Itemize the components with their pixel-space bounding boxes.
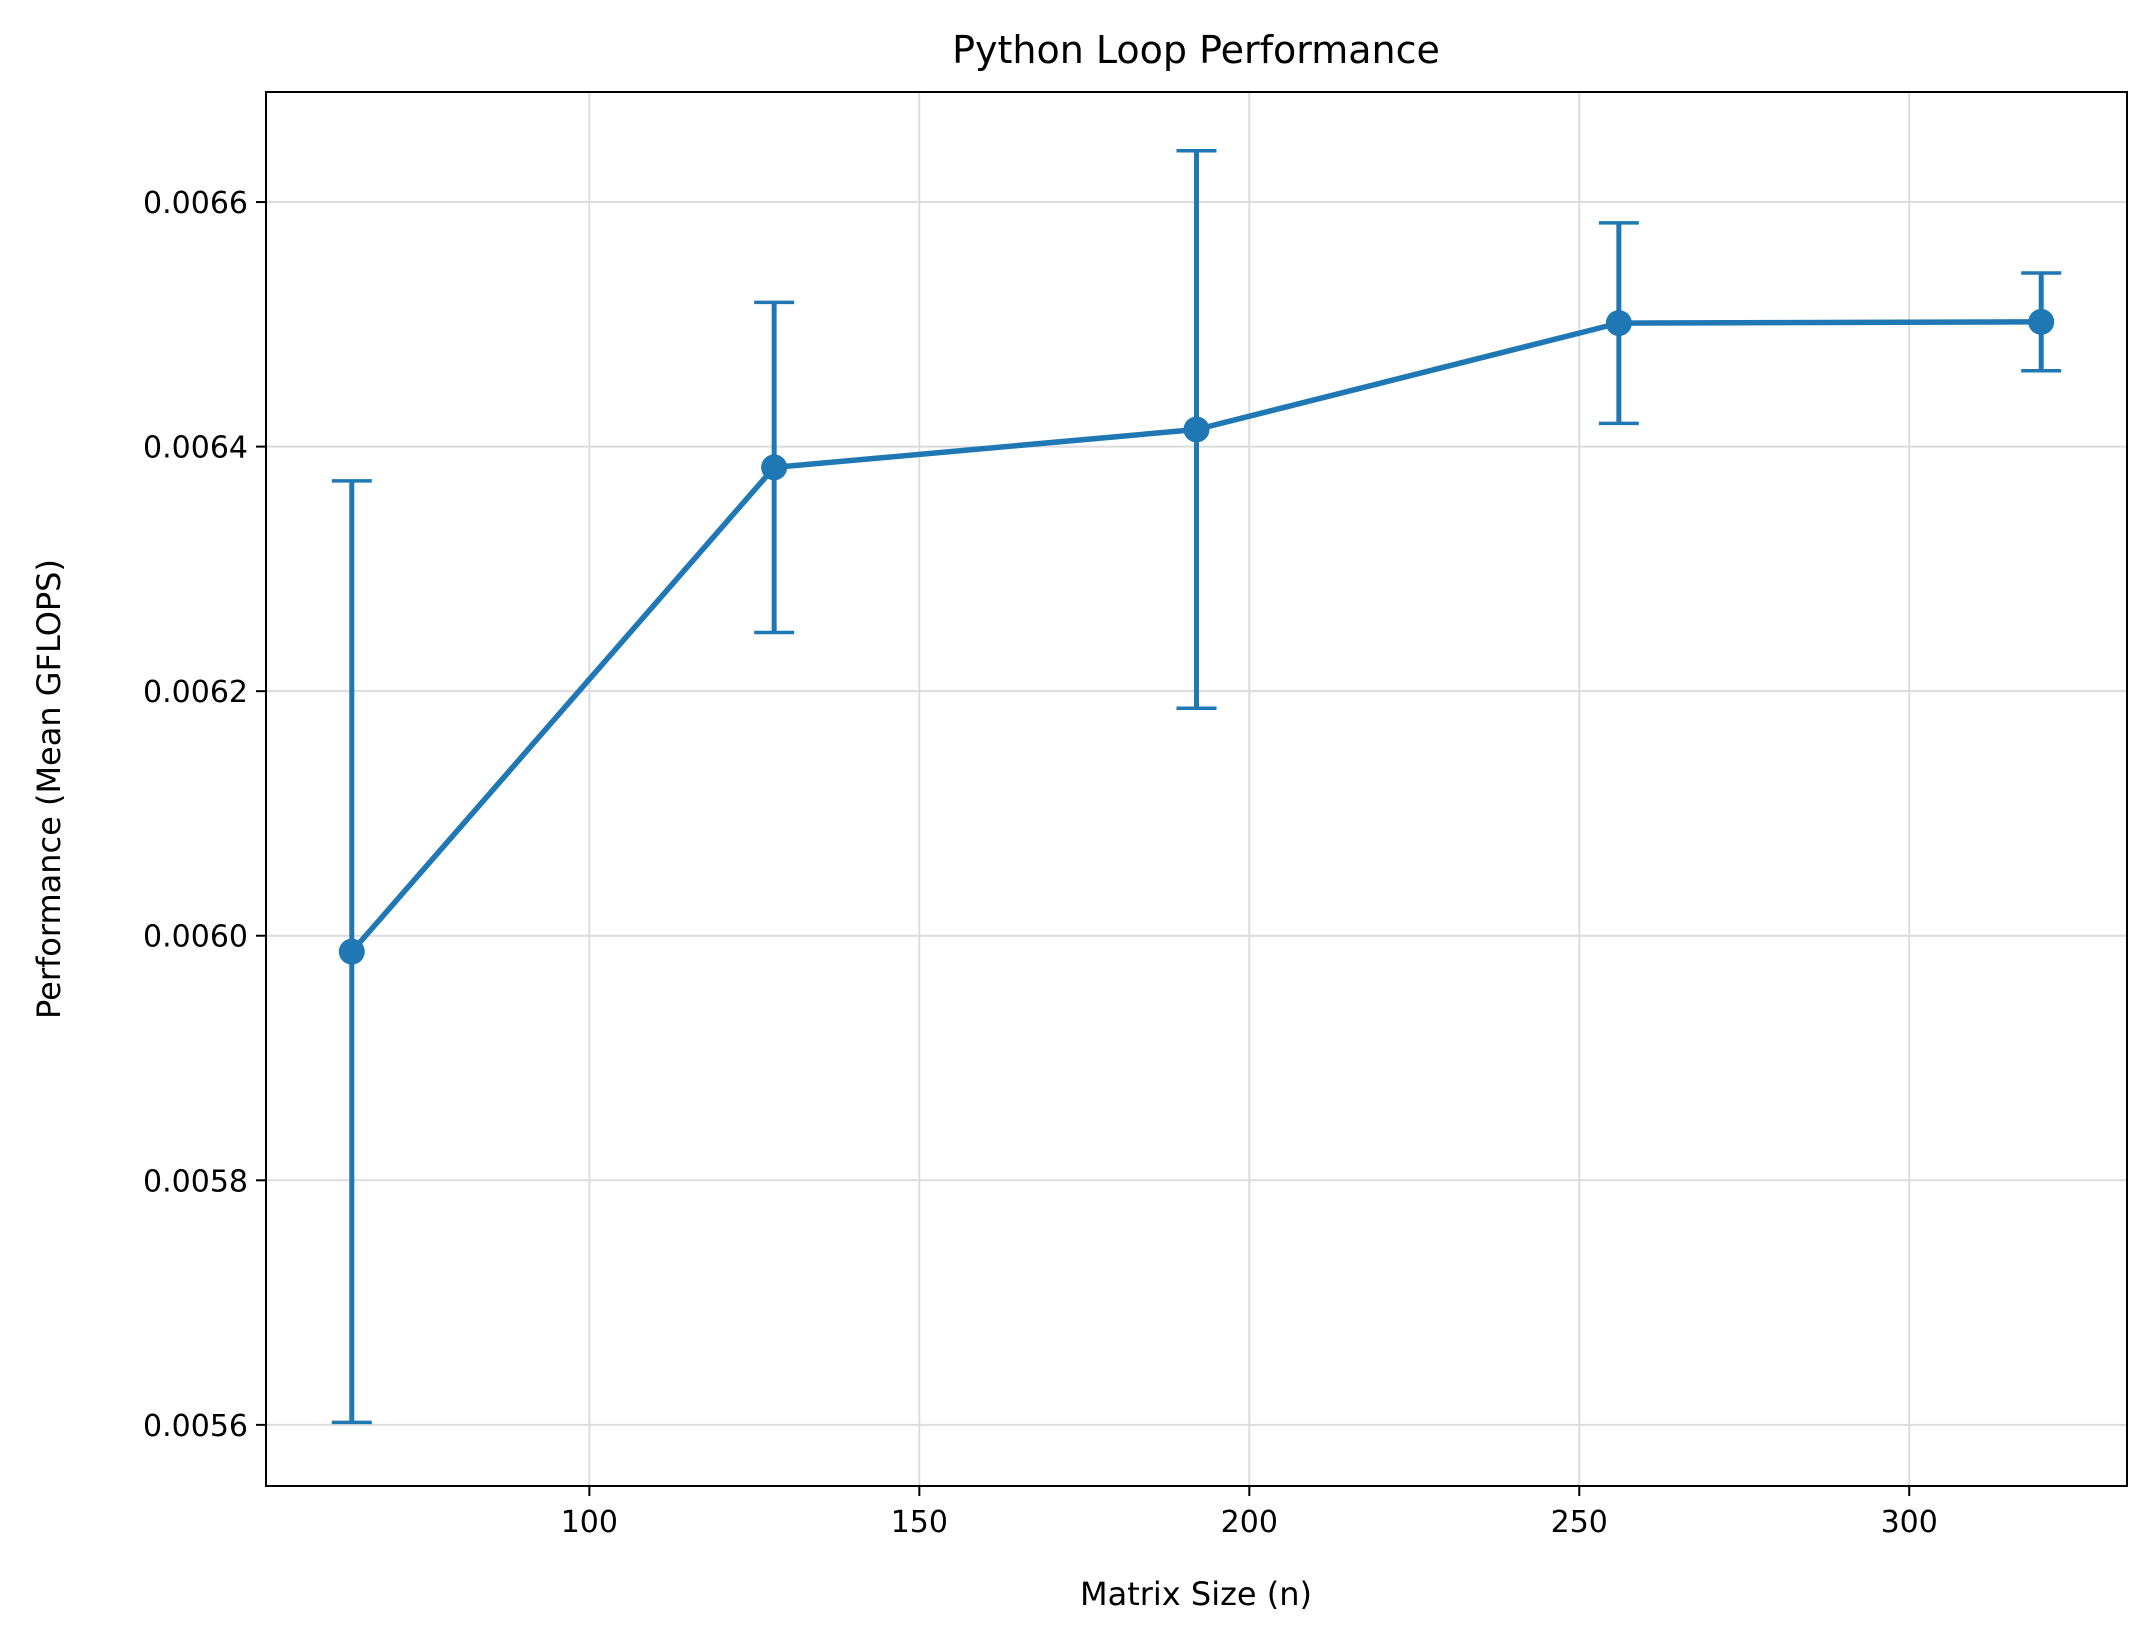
y-axis-ticks: 0.0056 0.0058 0.0060 0.0062 0.0064 0.0066 [143,186,266,1444]
y-tick-label: 0.0060 [143,920,248,955]
data-point [1183,416,1210,443]
y-tick-label: 0.0064 [143,431,248,466]
x-tick-label: 100 [561,1505,618,1540]
chart-title: Python Loop Performance [952,28,1440,72]
data-point [761,454,788,481]
data-points [338,308,2055,965]
x-tick-label: 150 [891,1505,948,1540]
y-axis-label: Performance (Mean GFLOPS) [30,559,68,1019]
y-tick-label: 0.0066 [143,186,248,221]
x-tick-label: 200 [1221,1505,1278,1540]
x-tick-label: 300 [1881,1505,1938,1540]
x-axis-label: Matrix Size (n) [1080,1575,1312,1613]
data-point [1605,310,1632,337]
y-tick-label: 0.0056 [143,1409,248,1444]
plot-frame [265,91,2128,1487]
x-axis-ticks: 100 150 200 250 300 [561,1486,1938,1540]
data-point [338,938,365,965]
y-tick-label: 0.0058 [143,1164,248,1199]
data-point [2028,308,2055,335]
x-tick-label: 250 [1551,1505,1608,1540]
y-tick-label: 0.0062 [143,675,248,710]
